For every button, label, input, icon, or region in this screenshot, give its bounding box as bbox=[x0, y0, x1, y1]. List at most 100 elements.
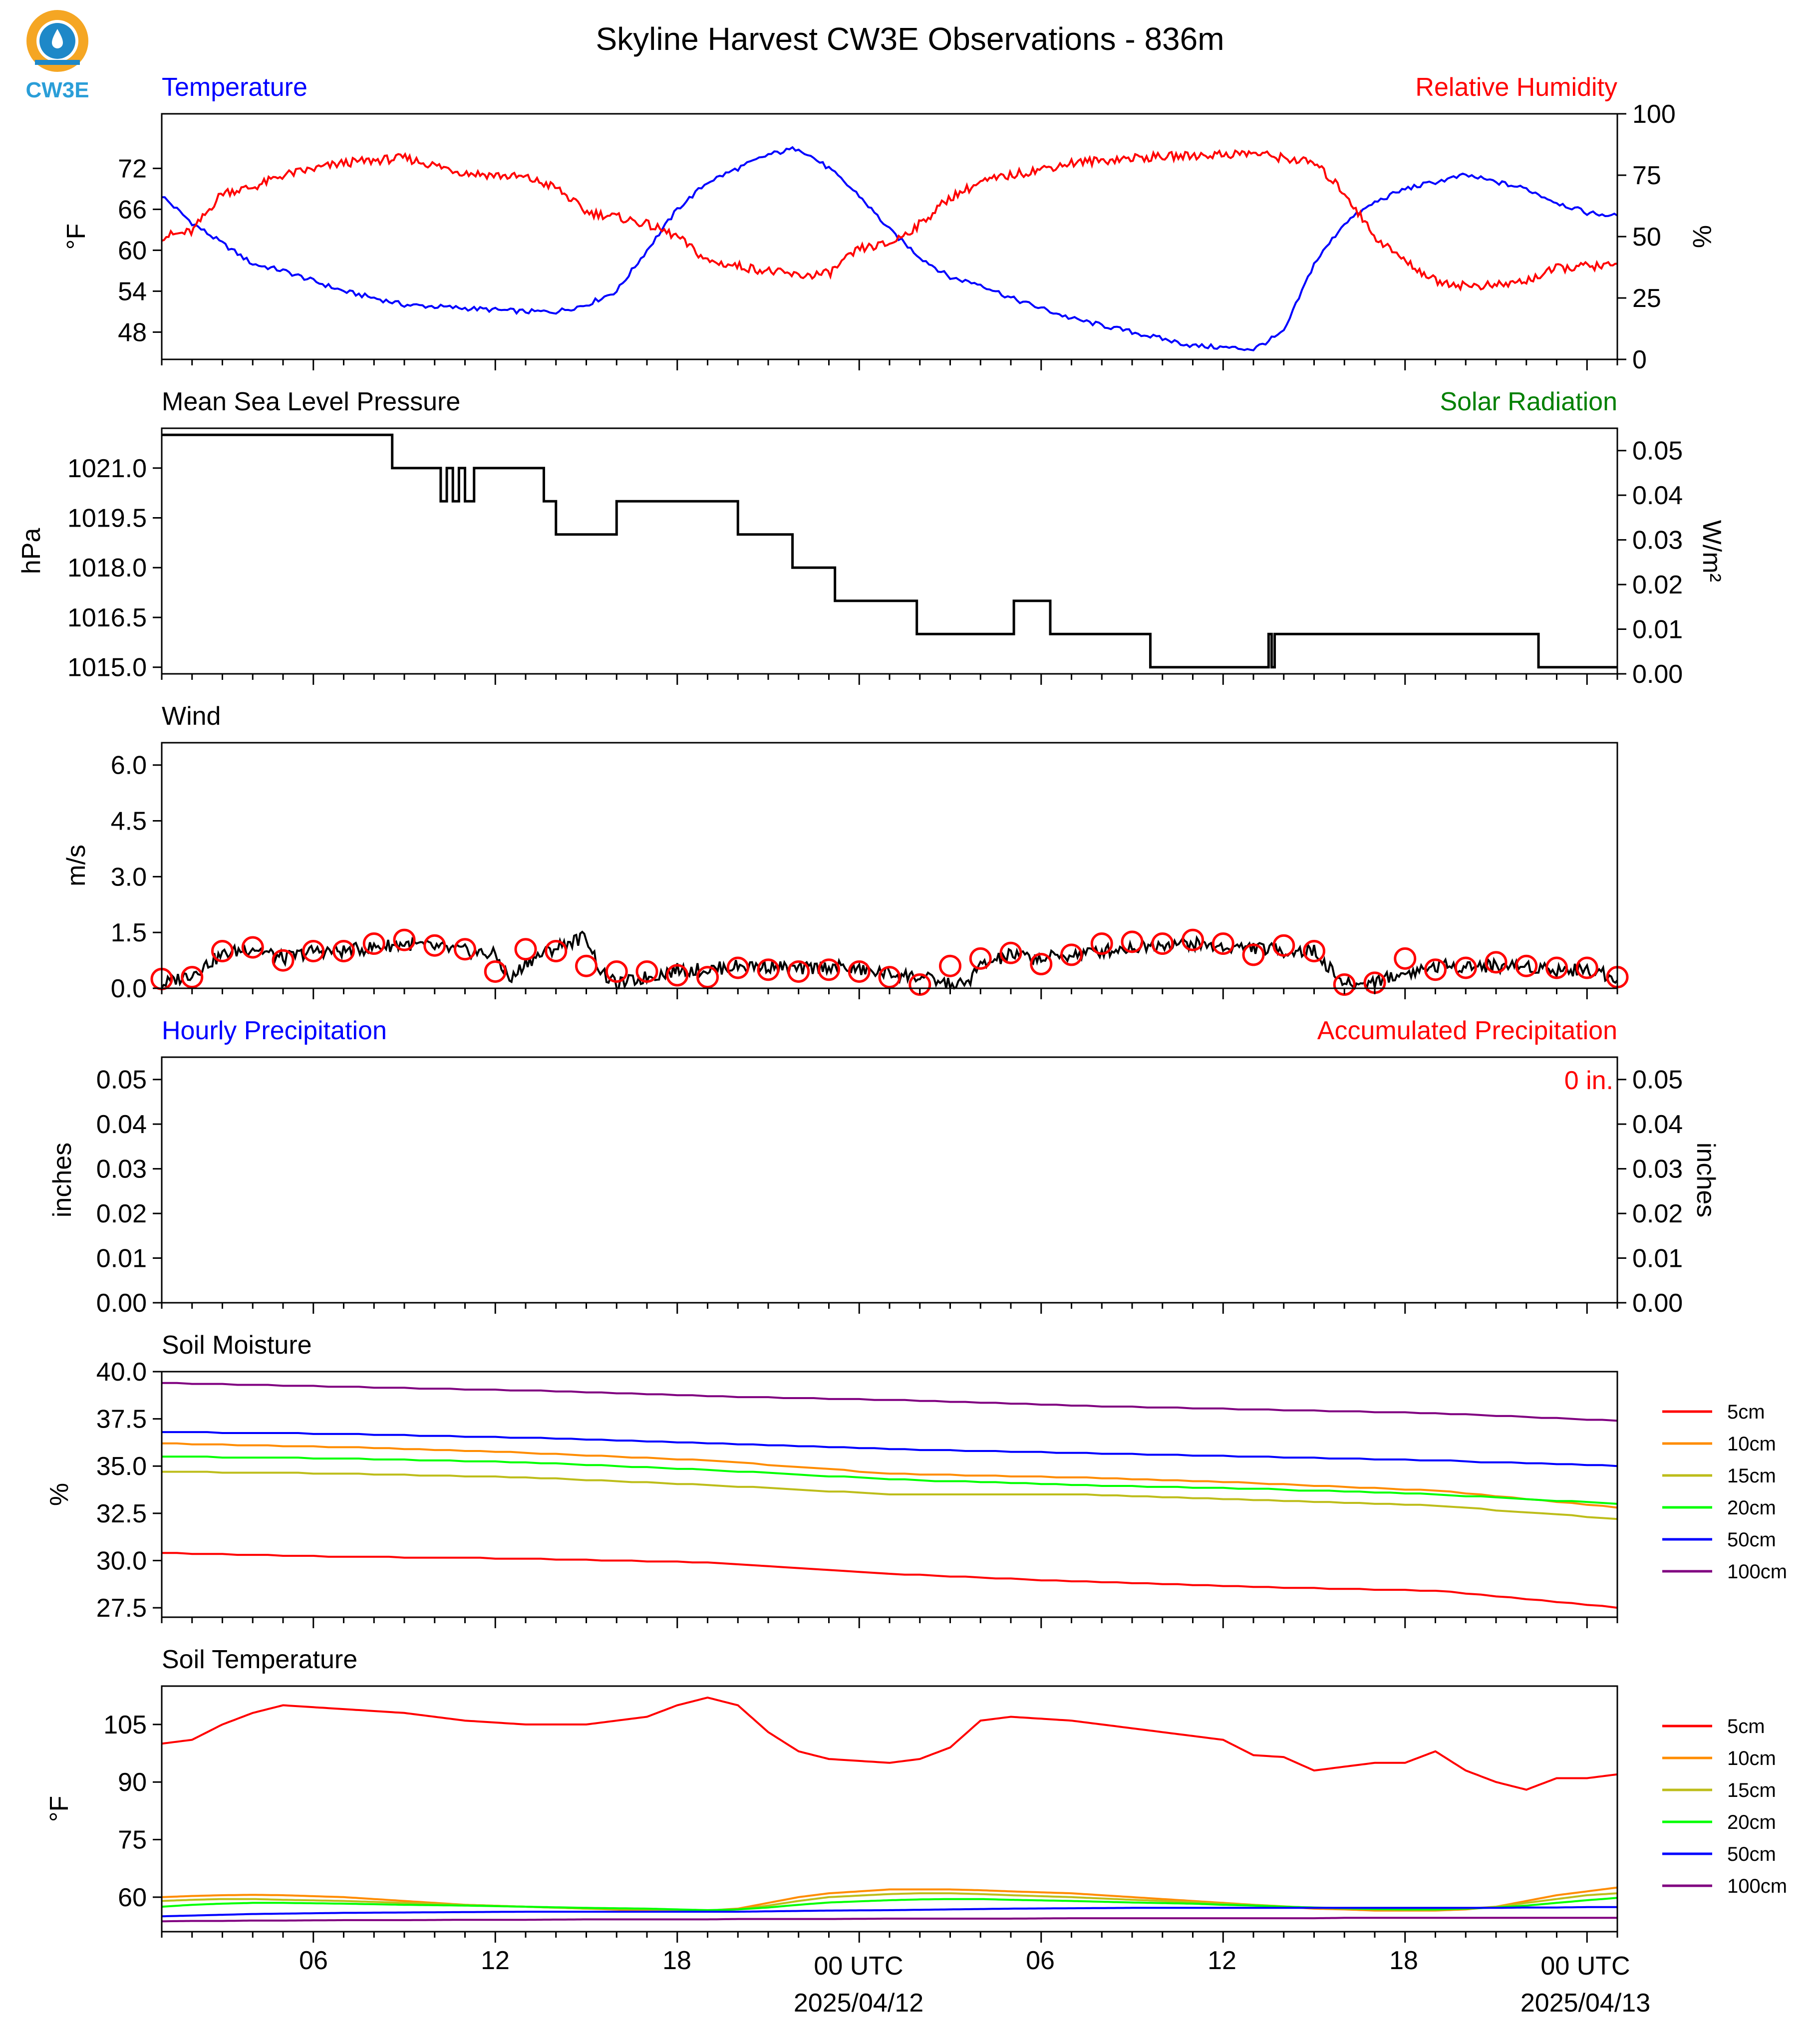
wind-marker bbox=[1090, 932, 1113, 955]
legend-label: 20cm bbox=[1727, 1497, 1776, 1519]
soil-moisture-tick-label: 32.5 bbox=[96, 1499, 147, 1528]
wind-marker bbox=[666, 964, 689, 987]
wind-marker bbox=[848, 960, 871, 983]
precip-tick-label: 0.03 bbox=[96, 1155, 147, 1184]
precip-accum-tick-label: 0.03 bbox=[1632, 1155, 1683, 1184]
wind-marker bbox=[1212, 932, 1234, 955]
soil-temperature-line-50cm bbox=[161, 1906, 1617, 1918]
wind-marker bbox=[302, 939, 325, 962]
temperature-tick-label: 60 bbox=[118, 236, 147, 265]
logo-ring bbox=[26, 10, 88, 72]
solar-tick-label: 0.05 bbox=[1632, 437, 1683, 466]
x-tick-label: 00 UTC bbox=[1540, 1952, 1630, 1981]
pressure-title: Mean Sea Level Pressure bbox=[162, 387, 460, 416]
wind-marker bbox=[393, 928, 416, 951]
pressure-tick: 1021.0 bbox=[67, 454, 162, 483]
panel-wind: Wind 0.0 1.5 3.0 4.5 6.0 m/s bbox=[62, 702, 1629, 1003]
soil-moisture-tick: 40.0 bbox=[96, 1358, 162, 1387]
wind-marker bbox=[211, 939, 234, 962]
precip-accum-tick: 0.03 bbox=[1617, 1155, 1683, 1184]
soil-moisture-tick-label: 35.0 bbox=[96, 1452, 147, 1481]
soil-temperature-line-20cm bbox=[161, 1897, 1618, 1911]
wind-marker bbox=[241, 936, 264, 959]
soil-temperature-tick-label: 75 bbox=[118, 1826, 147, 1855]
humidity-tick: 0 bbox=[1617, 345, 1647, 374]
wind-tick-label: 0.0 bbox=[111, 974, 147, 1003]
panel-temperature-rh: Temperature Relative Humidity 48 54 60 66 72… bbox=[62, 73, 1716, 374]
wind-marker bbox=[272, 949, 295, 972]
soil-temperature-ylabel: °F bbox=[45, 1796, 74, 1822]
panel-pressure: Mean Sea Level Pressure Solar Radiation … bbox=[17, 387, 1726, 689]
legend-item: 10cm bbox=[1662, 1747, 1776, 1769]
solar-tick: 0.00 bbox=[1617, 660, 1683, 689]
x-tick-label: 12 bbox=[481, 1946, 510, 1975]
wind-tick-label: 3.0 bbox=[111, 863, 147, 891]
wind-tick-label: 6.0 bbox=[111, 751, 147, 780]
panel-soil-moisture: Soil Moisture 27.5 30.0 32.5 35.0 37.5 40.0 %… bbox=[45, 1331, 1787, 1628]
temperature-title: Temperature bbox=[162, 73, 307, 102]
x-tick-label: 18 bbox=[1389, 1946, 1418, 1975]
pressure-tick-label: 1019.5 bbox=[67, 504, 147, 533]
precip-accum-tick-label: 0.01 bbox=[1632, 1244, 1683, 1273]
relative-humidity-title: Relative Humidity bbox=[1415, 73, 1617, 102]
soil-moisture-line-5cm bbox=[162, 1552, 1618, 1609]
soil-moisture-tick: 32.5 bbox=[96, 1499, 162, 1528]
wind-marker bbox=[181, 966, 204, 989]
precip-tick-label: 0.02 bbox=[96, 1199, 147, 1228]
precip-accum-tick: 0.05 bbox=[1617, 1066, 1683, 1095]
legend-label: 50cm bbox=[1727, 1843, 1776, 1865]
pressure-tick-label: 1016.5 bbox=[67, 603, 147, 632]
wind-tick: 0.0 bbox=[111, 974, 162, 1003]
soil-temperature-line-5cm bbox=[161, 1697, 1618, 1791]
temperature-tick-label: 72 bbox=[118, 154, 147, 183]
wind-tick: 3.0 bbox=[111, 863, 162, 891]
soil-moisture-tick-label: 37.5 bbox=[96, 1405, 147, 1434]
precip-y2label: inches bbox=[1691, 1143, 1720, 1217]
soil-moisture-tick: 27.5 bbox=[96, 1594, 162, 1623]
relative-humidity-line bbox=[161, 149, 1618, 292]
accumulated-precip-title: Accumulated Precipitation bbox=[1317, 1016, 1617, 1045]
logo-text: CW3E bbox=[25, 78, 89, 102]
wind-marker bbox=[575, 954, 598, 977]
temperature-tick-label: 66 bbox=[118, 195, 147, 224]
wind-marker bbox=[454, 938, 476, 961]
precip-tick-label: 0.05 bbox=[96, 1066, 147, 1095]
humidity-tick: 75 bbox=[1617, 161, 1661, 190]
temperature-tick: 66 bbox=[118, 195, 162, 224]
humidity-tick-label: 0 bbox=[1632, 345, 1647, 374]
legend-label: 15cm bbox=[1727, 1465, 1776, 1487]
x-axis-labels: 06 12 18 00 UTC 06 12 18 00 UTC 2025/04/… bbox=[299, 1946, 1650, 2018]
wind-marker bbox=[1121, 930, 1144, 953]
wind-marker bbox=[909, 973, 931, 996]
wind-marker bbox=[696, 966, 719, 989]
precip-tick: 0.04 bbox=[96, 1110, 162, 1139]
legend-item: 5cm bbox=[1662, 1401, 1765, 1423]
logo-drop-icon bbox=[52, 29, 63, 48]
precip-tick-label: 0.00 bbox=[96, 1289, 147, 1318]
wind-speed-line bbox=[161, 930, 1618, 992]
wind-marker bbox=[969, 947, 992, 970]
x-date-label: 2025/04/13 bbox=[1520, 1989, 1650, 2018]
solar-tick: 0.03 bbox=[1617, 526, 1683, 555]
temperature-tick: 54 bbox=[118, 277, 162, 306]
accumulated-precip-value: 0 in. bbox=[1564, 1066, 1613, 1095]
wind-marker bbox=[1485, 951, 1508, 974]
solar-tick-label: 0.04 bbox=[1632, 481, 1683, 510]
wind-tick: 1.5 bbox=[111, 918, 162, 947]
soil-moisture-tick-label: 40.0 bbox=[96, 1358, 147, 1387]
temperature-tick-label: 54 bbox=[118, 277, 147, 306]
soil-temperature-line-10cm bbox=[161, 1886, 1618, 1912]
soil-moisture-title: Soil Moisture bbox=[162, 1331, 312, 1360]
soil-temperature-tick: 75 bbox=[118, 1826, 162, 1855]
panel-soil-temperature: Soil Temperature 60 75 90 105 °F 5cm 10cm 15c… bbox=[45, 1645, 1787, 1943]
wind-tick: 6.0 bbox=[111, 751, 162, 780]
legend-item: 5cm bbox=[1662, 1716, 1765, 1738]
wind-marker bbox=[1575, 956, 1598, 979]
legend-item: 10cm bbox=[1662, 1433, 1776, 1455]
legend-item: 15cm bbox=[1662, 1779, 1776, 1801]
soil-temperature-tick-label: 90 bbox=[118, 1768, 147, 1797]
wind-marker bbox=[1303, 939, 1325, 962]
humidity-tick-label: 50 bbox=[1632, 223, 1661, 252]
wind-marker bbox=[332, 939, 355, 962]
legend-item: 100cm bbox=[1662, 1561, 1787, 1583]
